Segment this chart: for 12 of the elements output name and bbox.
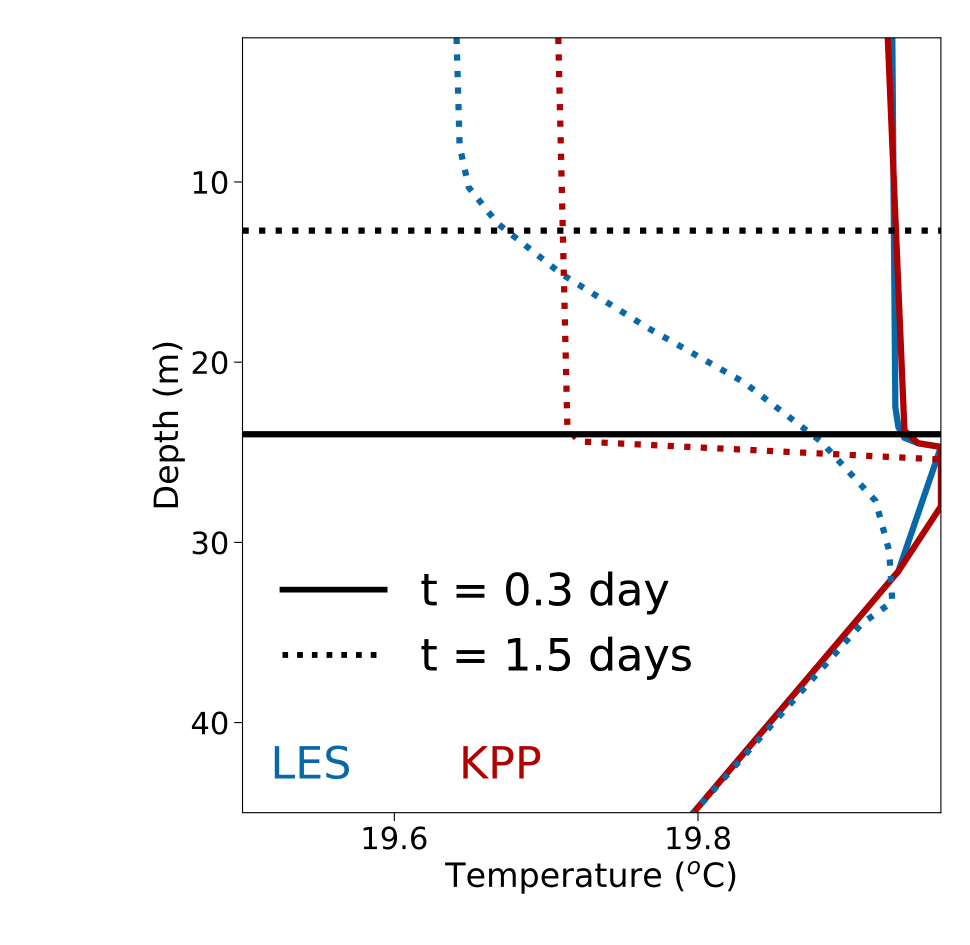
annotation: LES — [274, 745, 350, 780]
x-axis-title: Temperature ($^{o}$C) — [445, 861, 736, 894]
y-tick-label: 10 — [194, 170, 228, 194]
x-tick-label: 19.6 — [364, 826, 426, 850]
y-tick-label: 40 — [192, 712, 228, 735]
y-tick-label: 20 — [192, 351, 228, 374]
x-tick-label: 19.8 — [667, 826, 730, 850]
annotation: t = 0.3 day — [421, 571, 668, 614]
y-axis-title: Depth (m) — [152, 342, 185, 508]
annotation: t = 1.5 days — [421, 636, 691, 680]
annotation: KPP — [463, 746, 540, 778]
y-tick-label: 30 — [192, 531, 228, 554]
